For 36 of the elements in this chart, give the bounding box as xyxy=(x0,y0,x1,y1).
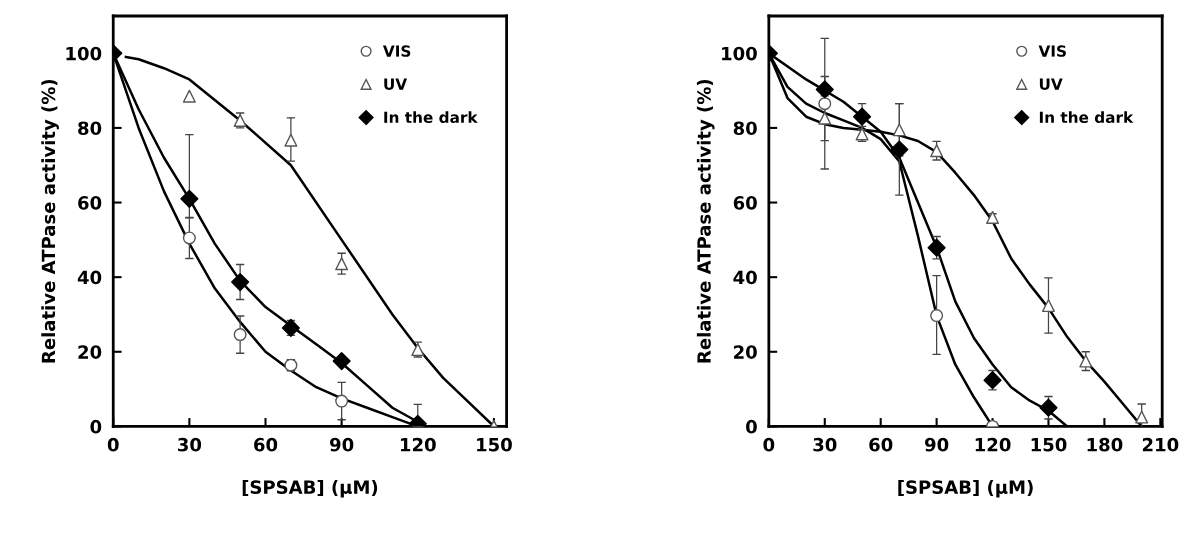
legend-label: VIS xyxy=(382,45,411,57)
legend-label: UV xyxy=(384,78,408,90)
x-tick-label: 30 xyxy=(813,437,837,452)
x-tick-label: 210 xyxy=(1142,437,1179,452)
y-tick-label: 80 xyxy=(733,121,757,136)
x-tick-label: 150 xyxy=(477,437,512,452)
legend-label: UV xyxy=(1039,78,1063,90)
x-tick-label: 0 xyxy=(763,437,775,452)
y-tick-label: 40 xyxy=(733,270,757,285)
x-axis-title: [SPSAB] (μM) xyxy=(242,479,378,498)
x-tick-label: 90 xyxy=(330,437,354,452)
y-tick-label: 60 xyxy=(733,196,757,210)
x-tick-label: 90 xyxy=(924,437,949,452)
y-tick-label: 20 xyxy=(734,345,757,359)
y-tick-label: 40 xyxy=(77,270,102,285)
x-tick-label: 60 xyxy=(869,437,893,452)
x-tick-label: 60 xyxy=(254,437,278,452)
y-tick-label: 100 xyxy=(722,46,757,61)
y-tick-label: 0 xyxy=(746,419,757,434)
x-tick-label: 180 xyxy=(1087,437,1123,452)
legend-label: In the dark xyxy=(384,111,478,124)
x-tick-label: 30 xyxy=(178,437,202,452)
y-axis-title: Relative ATPase activity (%) xyxy=(41,79,59,363)
y-tick-label: 100 xyxy=(66,46,102,61)
x-tick-label: 120 xyxy=(400,437,436,452)
x-tick-label: 150 xyxy=(1031,437,1067,452)
x-axis-title: [SPSAB] (μM) xyxy=(898,479,1033,498)
legend-label: VIS xyxy=(1038,45,1066,57)
y-tick-label: 20 xyxy=(78,345,102,359)
x-tick-label: 120 xyxy=(975,437,1011,452)
y-tick-label: 60 xyxy=(78,196,102,210)
x-tick-label: 0 xyxy=(107,437,119,452)
y-tick-label: 80 xyxy=(78,121,102,136)
legend-label: In the dark xyxy=(1039,111,1134,124)
y-axis-title: Relative ATPase activity (%) xyxy=(696,79,715,363)
y-tick-label: 0 xyxy=(90,419,102,434)
